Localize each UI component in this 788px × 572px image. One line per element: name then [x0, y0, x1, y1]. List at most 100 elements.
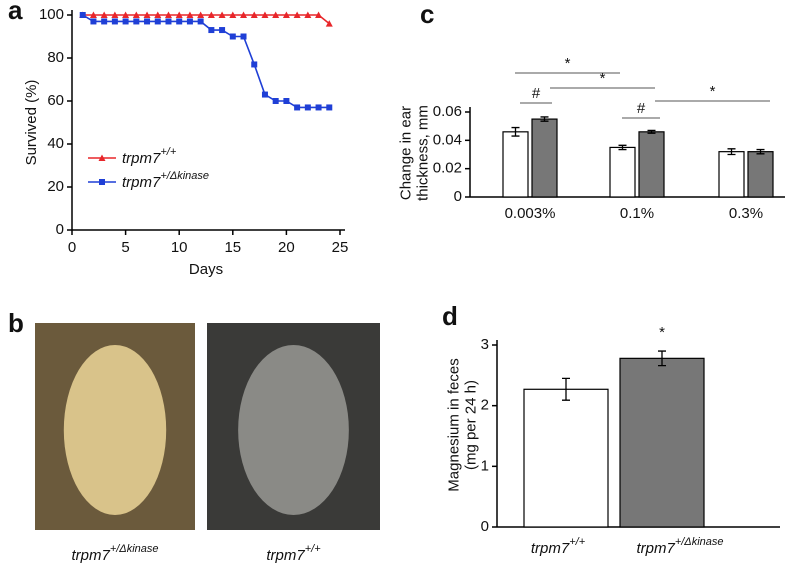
label-superscript: +/+ — [305, 543, 321, 555]
legend-label: trpm7+/Δkinase — [122, 170, 209, 191]
marker — [251, 61, 258, 68]
marker — [197, 11, 205, 18]
marker — [218, 11, 226, 18]
y-axis-label: Survived (%) — [23, 80, 40, 166]
label-name: trpm7 — [636, 540, 675, 557]
y-tick-label: 3 — [481, 336, 489, 353]
x-tick-label: 15 — [224, 239, 241, 256]
marker — [304, 11, 312, 18]
marker — [282, 11, 290, 18]
label-superscript: +/+ — [160, 146, 176, 158]
series-line — [82, 14, 330, 25]
marker — [326, 104, 333, 111]
marker — [154, 18, 161, 25]
x-tick-label: 20 — [278, 239, 295, 256]
error-bar — [511, 126, 520, 137]
y-tick-label: 80 — [47, 49, 64, 66]
series-line — [82, 14, 330, 109]
marker — [229, 11, 237, 18]
y-tick-label: 0.06 — [433, 103, 462, 120]
legend-marker — [98, 154, 106, 161]
panel-label: b — [8, 308, 24, 338]
photo-subject — [238, 345, 349, 515]
marker — [186, 11, 194, 18]
y-axis-label: Change in ear — [397, 106, 414, 200]
marker — [283, 98, 290, 104]
marker — [111, 18, 118, 25]
bar — [638, 131, 665, 198]
marker — [144, 18, 151, 25]
marker — [132, 11, 140, 18]
x-tick-label: trpm7+/Δkinase — [636, 536, 723, 557]
y-tick-label: 2 — [481, 397, 489, 414]
y-tick-label: 60 — [47, 92, 64, 109]
label-name: trpm7 — [531, 540, 570, 557]
label-name: trpm7 — [266, 547, 305, 564]
marker — [325, 20, 333, 27]
y-axis-label: thickness, mm — [414, 105, 431, 201]
marker — [186, 18, 193, 25]
error-bar — [756, 148, 765, 155]
y-tick-label: 100 — [39, 6, 64, 23]
marker — [100, 11, 108, 18]
marker — [79, 12, 86, 18]
x-tick-label: 0.1% — [620, 205, 654, 222]
marker — [261, 91, 268, 98]
marker — [101, 18, 108, 25]
marker — [261, 11, 269, 18]
error-bar — [727, 148, 736, 156]
marker — [250, 11, 258, 18]
y-tick-label: 0 — [481, 518, 489, 535]
x-tick-label: 0.3% — [729, 205, 763, 222]
marker — [294, 104, 301, 111]
marker — [122, 18, 129, 25]
marker — [176, 18, 183, 25]
panel-label: d — [442, 301, 458, 331]
error-bar — [618, 144, 627, 151]
x-axis-label: Days — [189, 261, 223, 278]
marker — [143, 11, 151, 18]
bar — [718, 151, 745, 198]
label-superscript: +/Δkinase — [160, 170, 209, 182]
photo-caption: trpm7+/+ — [266, 543, 321, 564]
x-tick-label: 0 — [68, 239, 76, 256]
marker — [175, 11, 183, 18]
y-tick-label: 0.04 — [433, 131, 462, 148]
y-axis-label: (mg per 24 h) — [462, 380, 479, 470]
marker — [272, 11, 280, 18]
bar — [531, 118, 558, 198]
error-bar — [562, 377, 570, 401]
y-axis-label: Magnesium in feces — [445, 358, 462, 491]
marker — [197, 18, 204, 25]
panel-label: a — [8, 0, 23, 25]
label-name: trpm7 — [122, 174, 161, 191]
error-bar — [647, 129, 656, 134]
x-tick-label: trpm7+/+ — [531, 536, 586, 557]
marker — [164, 11, 172, 18]
marker — [133, 18, 140, 25]
bar — [619, 357, 705, 528]
y-tick-label: 0.02 — [433, 160, 462, 177]
bar — [502, 131, 529, 198]
marker — [154, 11, 162, 18]
marker — [240, 11, 248, 18]
label-name: trpm7 — [71, 547, 110, 564]
x-tick-label: 25 — [332, 239, 349, 256]
marker — [229, 33, 236, 40]
label-superscript: +/Δkinase — [110, 543, 159, 555]
legend-label: trpm7+/+ — [122, 146, 177, 167]
marker — [240, 33, 247, 40]
y-tick-label: 0 — [56, 221, 64, 238]
marker — [111, 11, 119, 18]
marker — [165, 18, 172, 25]
marker — [293, 11, 301, 18]
y-tick-label: 0 — [454, 188, 462, 205]
marker — [315, 104, 322, 111]
annotation: * — [600, 70, 606, 87]
marker — [272, 98, 279, 104]
x-tick-label: 10 — [171, 239, 188, 256]
error-bar — [658, 350, 666, 367]
panel-label: c — [420, 0, 434, 29]
x-tick-label: 5 — [121, 239, 129, 256]
bar — [747, 151, 774, 198]
